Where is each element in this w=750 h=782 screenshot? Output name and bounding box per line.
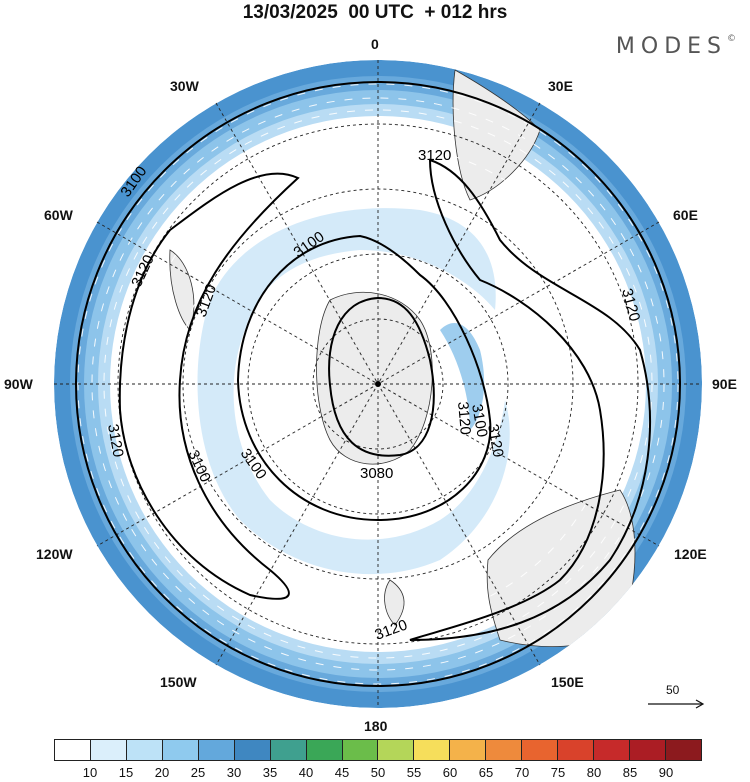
lon-label-60w: 60W [44, 207, 73, 223]
colorbar-swatch [55, 740, 91, 760]
lon-label-30w: 30W [170, 78, 199, 94]
lon-label-150w: 150W [160, 674, 197, 690]
reference-vector-arrow-icon [648, 699, 705, 709]
colorbar-swatch [378, 740, 415, 760]
colorbar-tick-label: 55 [406, 765, 422, 780]
colorbar-swatch [234, 740, 271, 760]
colorbar-swatch [558, 740, 595, 760]
colorbar-swatch [270, 740, 307, 760]
reference-vector-value: 50 [666, 683, 680, 697]
colorbar-tick-label: 85 [622, 765, 638, 780]
colorbar-tick-label: 15 [118, 765, 134, 780]
lon-label-30e: 30E [548, 78, 573, 94]
lon-label-150e: 150E [551, 674, 584, 690]
colorbar-tick-label: 60 [442, 765, 458, 780]
colorbar-swatch [450, 740, 487, 760]
wind-jet-band [197, 208, 510, 575]
lon-label-120e: 120E [674, 546, 707, 562]
new-zealand-landmass [384, 579, 405, 626]
colorbar-swatch [414, 740, 451, 760]
colorbar-tick-label: 75 [550, 765, 566, 780]
brand-text: MODES [615, 34, 727, 59]
africa-landmass [452, 69, 541, 201]
colorbar-tick-label: 45 [334, 765, 350, 780]
colorbar-swatch [306, 740, 343, 760]
lon-label-60e: 60E [673, 207, 698, 223]
map-title: 13/03/2025 00 UTC + 012 hrs [242, 2, 508, 23]
colorbar [54, 739, 702, 761]
copyright-mark: © [727, 34, 736, 44]
colorbar-swatch [126, 740, 163, 760]
colorbar-tick-label: 90 [658, 765, 674, 780]
colorbar-swatch [522, 740, 559, 760]
colorbar-swatch [594, 740, 630, 760]
lon-label-90w: 90W [4, 376, 33, 392]
geopotential-contours [75, 81, 681, 687]
colorbar-tick-label: 30 [226, 765, 242, 780]
colorbar-swatch [198, 740, 235, 760]
colorbar-swatch [665, 740, 701, 760]
contour-label: 3100 [468, 403, 491, 439]
contour-label: 3120 [418, 147, 451, 164]
colorbar-swatch [162, 740, 199, 760]
lon-label-90e: 90E [712, 376, 737, 392]
colorbar-tick-label: 40 [298, 765, 314, 780]
colorbar-tick-label: 35 [262, 765, 278, 780]
graticule [54, 60, 702, 708]
south-pole-marker [375, 381, 381, 387]
colorbar-tick-label: 65 [478, 765, 494, 780]
colorbar-tick-label: 25 [190, 765, 206, 780]
contour-label: 3120 [104, 423, 127, 459]
lon-label-0: 0 [371, 36, 379, 52]
wind-jet-core [440, 322, 485, 430]
colorbar-swatch [486, 740, 523, 760]
antarctica-landmass [316, 291, 433, 465]
colorbar-tick-label: 80 [586, 765, 602, 780]
contour-label: 3080 [360, 465, 393, 482]
colorbar-tick-label: 20 [154, 765, 170, 780]
colorbar-tick-label: 10 [82, 765, 98, 780]
modes-logo: MODES© [616, 34, 736, 59]
colorbar-swatch [342, 740, 379, 760]
colorbar-tick-label: 50 [370, 765, 386, 780]
colorbar-swatch [630, 740, 666, 760]
lon-label-180: 180 [364, 718, 388, 734]
lon-label-120w: 120W [36, 546, 73, 562]
colorbar-tick-label: 70 [514, 765, 530, 780]
colorbar-swatch [90, 740, 127, 760]
contour-label: 3120 [484, 423, 507, 459]
contour-label: 3120 [454, 401, 474, 436]
